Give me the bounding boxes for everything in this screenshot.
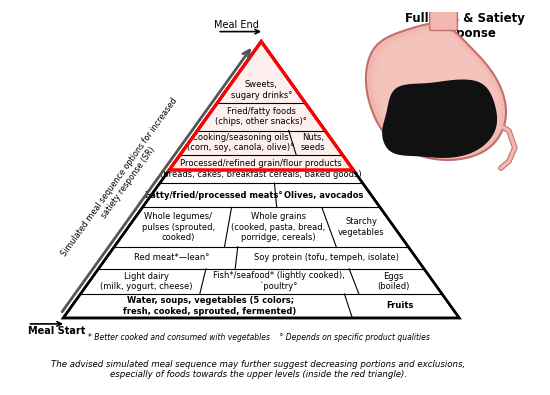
Polygon shape bbox=[169, 41, 353, 170]
Text: Cooking/seasoning oils
(corn, soy, canola, olive)°: Cooking/seasoning oils (corn, soy, canol… bbox=[187, 133, 294, 152]
Text: Whole legumes/
pulses (sprouted,
cooked): Whole legumes/ pulses (sprouted, cooked) bbox=[142, 212, 215, 242]
Text: Whole grains
(cooked, pasta, bread,
porridge, cereals): Whole grains (cooked, pasta, bread, porr… bbox=[232, 212, 326, 242]
Polygon shape bbox=[382, 79, 497, 158]
Text: Meal End: Meal End bbox=[214, 20, 260, 30]
Text: Processed/refined grain/flour products
(breads, cakes, breakfast cereals, baked : Processed/refined grain/flour products (… bbox=[161, 159, 362, 179]
Text: Simulated meal sequence options for increased
satiety response (SR): Simulated meal sequence options for incr… bbox=[60, 96, 188, 263]
Text: Red meat*—lean°: Red meat*—lean° bbox=[134, 253, 209, 262]
Text: Meal Start: Meal Start bbox=[28, 326, 85, 336]
Text: Olives, avocados: Olives, avocados bbox=[284, 191, 363, 200]
Polygon shape bbox=[63, 41, 459, 318]
Text: Fatty/fried/processed meats°: Fatty/fried/processed meats° bbox=[145, 191, 282, 200]
Text: Light dairy
(milk, yogurt, cheese): Light dairy (milk, yogurt, cheese) bbox=[100, 272, 192, 291]
Text: Sweets,
sugary drinks°: Sweets, sugary drinks° bbox=[230, 81, 292, 100]
Text: Starchy
vegetables: Starchy vegetables bbox=[338, 217, 385, 237]
Text: The advised simulated meal sequence may further suggest decreasing portions and : The advised simulated meal sequence may … bbox=[51, 359, 466, 379]
Text: Fish*/seafood* (lightly cooked),
`poultry°: Fish*/seafood* (lightly cooked), `poultr… bbox=[212, 271, 344, 292]
FancyBboxPatch shape bbox=[430, 2, 458, 30]
Polygon shape bbox=[377, 32, 498, 153]
Text: Water, soups, vegetables (5 colors;
fresh, cooked, sprouted, fermented): Water, soups, vegetables (5 colors; fres… bbox=[124, 296, 297, 316]
Text: Fullness & Satiety
Response: Fullness & Satiety Response bbox=[405, 12, 525, 40]
Polygon shape bbox=[366, 23, 506, 160]
Text: Fried/fatty foods
(chips, other snacks)°: Fried/fatty foods (chips, other snacks)° bbox=[215, 107, 307, 126]
Polygon shape bbox=[372, 28, 502, 156]
Text: * Better cooked and consumed with vegetables    ° Depends on specific product qu: * Better cooked and consumed with vegeta… bbox=[87, 333, 430, 342]
Text: Fruits: Fruits bbox=[386, 301, 413, 310]
Text: Soy protein (tofu, tempeh, isolate): Soy protein (tofu, tempeh, isolate) bbox=[254, 253, 399, 262]
Text: Eggs
(boiled): Eggs (boiled) bbox=[377, 272, 410, 291]
Text: Nuts,
seeds: Nuts, seeds bbox=[301, 133, 326, 152]
